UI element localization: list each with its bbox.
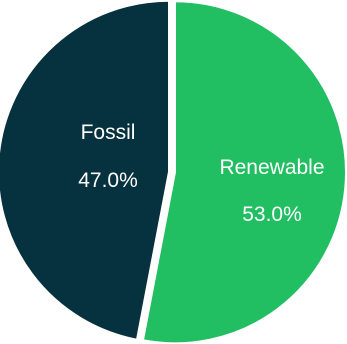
slice-label-fossil: Fossil	[81, 121, 136, 144]
pie-slice-renewable	[141, 0, 347, 344]
slice-value-renewable: 53.0%	[242, 203, 302, 226]
slice-value-fossil: 47.0%	[78, 169, 138, 192]
pie-slice-fossil	[0, 0, 171, 341]
slice-label-renewable: Renewable	[219, 156, 324, 179]
pie-labels: Renewable 53.0% Fossil 47.0%	[78, 121, 324, 226]
